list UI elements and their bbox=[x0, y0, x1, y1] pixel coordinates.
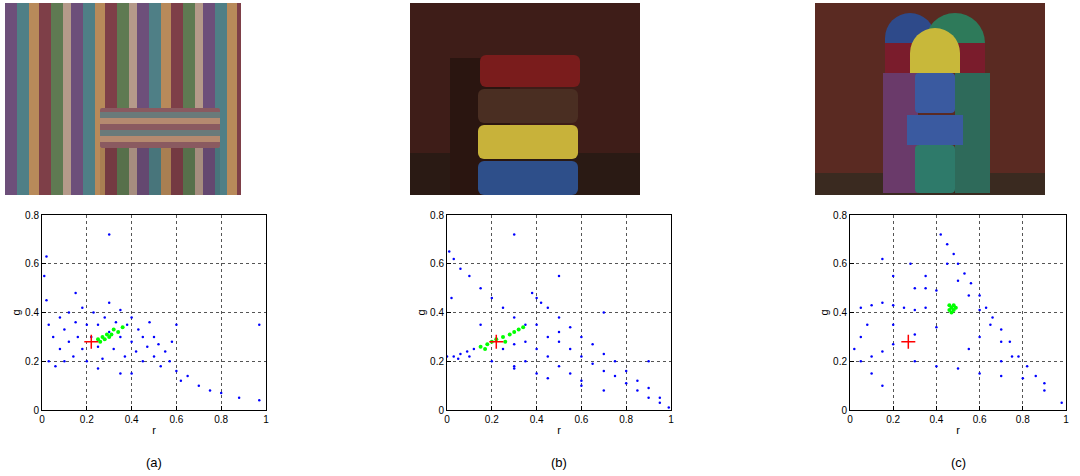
svg-text:0: 0 bbox=[841, 405, 847, 416]
svg-text:0.4: 0.4 bbox=[125, 414, 139, 425]
svg-text:0.4: 0.4 bbox=[430, 307, 444, 318]
svg-text:0.6: 0.6 bbox=[574, 414, 588, 425]
svg-text:r: r bbox=[956, 424, 960, 436]
svg-text:0.2: 0.2 bbox=[485, 414, 499, 425]
svg-text:0.8: 0.8 bbox=[430, 210, 444, 221]
svg-text:0.6: 0.6 bbox=[25, 258, 39, 269]
svg-text:0.6: 0.6 bbox=[430, 258, 444, 269]
svg-text:0.2: 0.2 bbox=[833, 356, 847, 367]
svg-text:0.4: 0.4 bbox=[530, 414, 544, 425]
svg-text:0.4: 0.4 bbox=[929, 414, 943, 425]
svg-text:0.2: 0.2 bbox=[430, 356, 444, 367]
svg-text:g: g bbox=[415, 309, 427, 315]
svg-text:0: 0 bbox=[33, 405, 39, 416]
svg-text:0.8: 0.8 bbox=[214, 414, 228, 425]
svg-text:0.2: 0.2 bbox=[25, 356, 39, 367]
svg-text:0.4: 0.4 bbox=[25, 307, 39, 318]
svg-text:r: r bbox=[152, 424, 156, 436]
svg-text:(b): (b) bbox=[551, 455, 567, 470]
svg-text:0: 0 bbox=[847, 414, 853, 425]
svg-text:g: g bbox=[10, 309, 22, 315]
svg-text:0.2: 0.2 bbox=[80, 414, 94, 425]
svg-text:0.8: 0.8 bbox=[1016, 414, 1030, 425]
svg-text:(a): (a) bbox=[146, 455, 162, 470]
svg-text:(c): (c) bbox=[951, 455, 966, 470]
svg-text:0.8: 0.8 bbox=[619, 414, 633, 425]
svg-text:1: 1 bbox=[263, 414, 269, 425]
svg-text:0: 0 bbox=[39, 414, 45, 425]
svg-text:0.4: 0.4 bbox=[833, 307, 847, 318]
svg-text:0: 0 bbox=[438, 405, 444, 416]
svg-text:1: 1 bbox=[668, 414, 674, 425]
svg-text:0.6: 0.6 bbox=[169, 414, 183, 425]
svg-text:0.2: 0.2 bbox=[886, 414, 900, 425]
svg-text:0.6: 0.6 bbox=[833, 258, 847, 269]
svg-text:0.6: 0.6 bbox=[973, 414, 987, 425]
svg-text:0.8: 0.8 bbox=[25, 210, 39, 221]
svg-text:r: r bbox=[557, 424, 561, 436]
svg-text:1: 1 bbox=[1063, 414, 1069, 425]
svg-text:0: 0 bbox=[444, 414, 450, 425]
svg-text:g: g bbox=[818, 309, 830, 315]
svg-text:0.8: 0.8 bbox=[833, 210, 847, 221]
